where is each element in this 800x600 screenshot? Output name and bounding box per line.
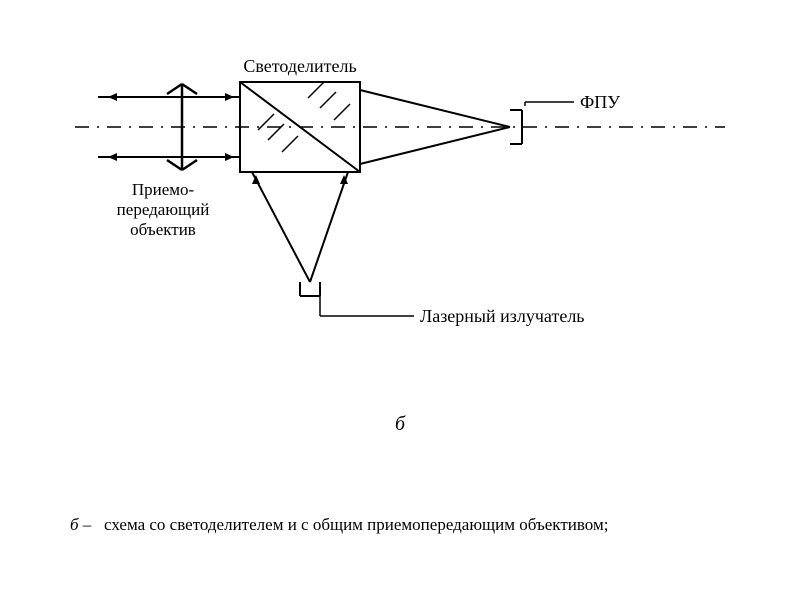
label-lens_l3: объектив [130,220,196,239]
label-subfig: б [395,413,406,435]
label-caption_prefix: б – [70,515,92,534]
label-lens_l1: Приемо- [132,180,195,199]
label-laser: Лазерный излучатель [420,306,585,326]
label-lens_l2: передающий [117,200,210,219]
optical-diagram: Светоделитель ФПУ Приемо-передающийобъекти… [0,0,800,600]
label-beam_splitter: Светоделитель [243,56,356,76]
label-caption: схема со светоделителем и с общим приемо… [104,515,608,534]
label-fpu: ФПУ [580,92,620,112]
